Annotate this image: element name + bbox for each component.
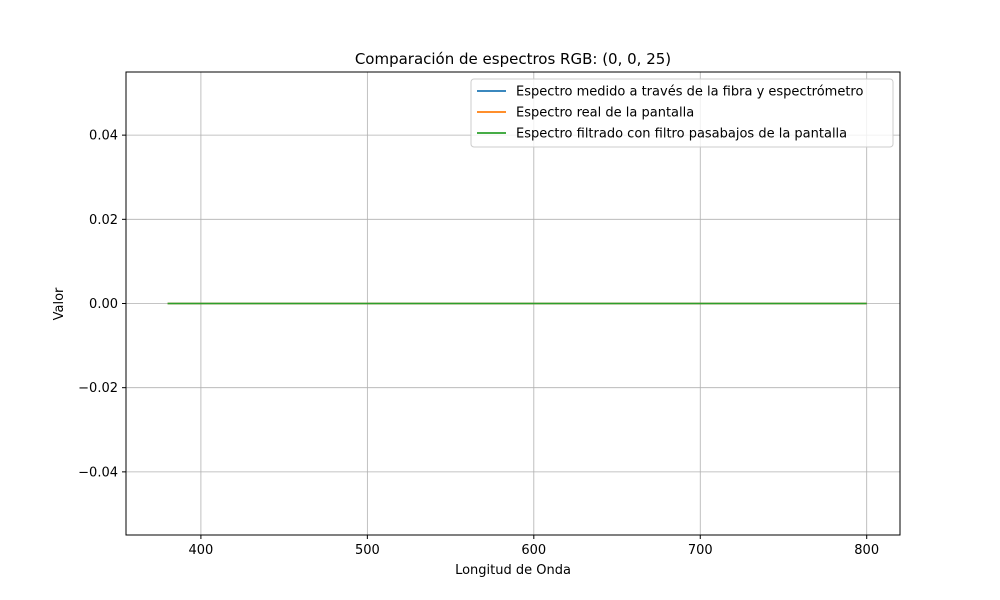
y-tick-label: 0.02 — [89, 213, 118, 228]
x-tick-label: 800 — [854, 543, 879, 558]
legend: Espectro medido a través de la fibra y e… — [470, 78, 894, 148]
legend-label-2: Espectro real de la pantalla — [516, 106, 694, 121]
x-axis-label: Longitud de Onda — [455, 563, 571, 578]
y-tick-label: −0.04 — [78, 465, 118, 480]
x-tick-label: 700 — [688, 543, 713, 558]
y-tick-label: 0.00 — [89, 297, 118, 312]
chart-title: Comparación de espectros RGB: (0, 0, 25) — [355, 50, 671, 68]
legend-label-3: Espectro filtrado con filtro pasabajos d… — [516, 127, 847, 142]
y-tick-label: −0.02 — [78, 381, 118, 396]
legend-box — [470, 78, 894, 148]
x-tick-label: 600 — [521, 543, 546, 558]
y-tick-label: 0.04 — [89, 129, 118, 144]
x-tick-label: 500 — [355, 543, 380, 558]
x-axis-ticks: 400 500 600 700 800 — [188, 535, 879, 558]
y-axis-ticks: −0.04 −0.02 0.00 0.02 0.04 — [78, 129, 126, 480]
legend-label-1: Espectro medido a través de la fibra y e… — [516, 85, 863, 100]
legend-entries: Espectro medido a través de la fibra y e… — [477, 85, 863, 142]
x-tick-label: 400 — [188, 543, 213, 558]
y-axis-label: Valor — [52, 287, 67, 320]
